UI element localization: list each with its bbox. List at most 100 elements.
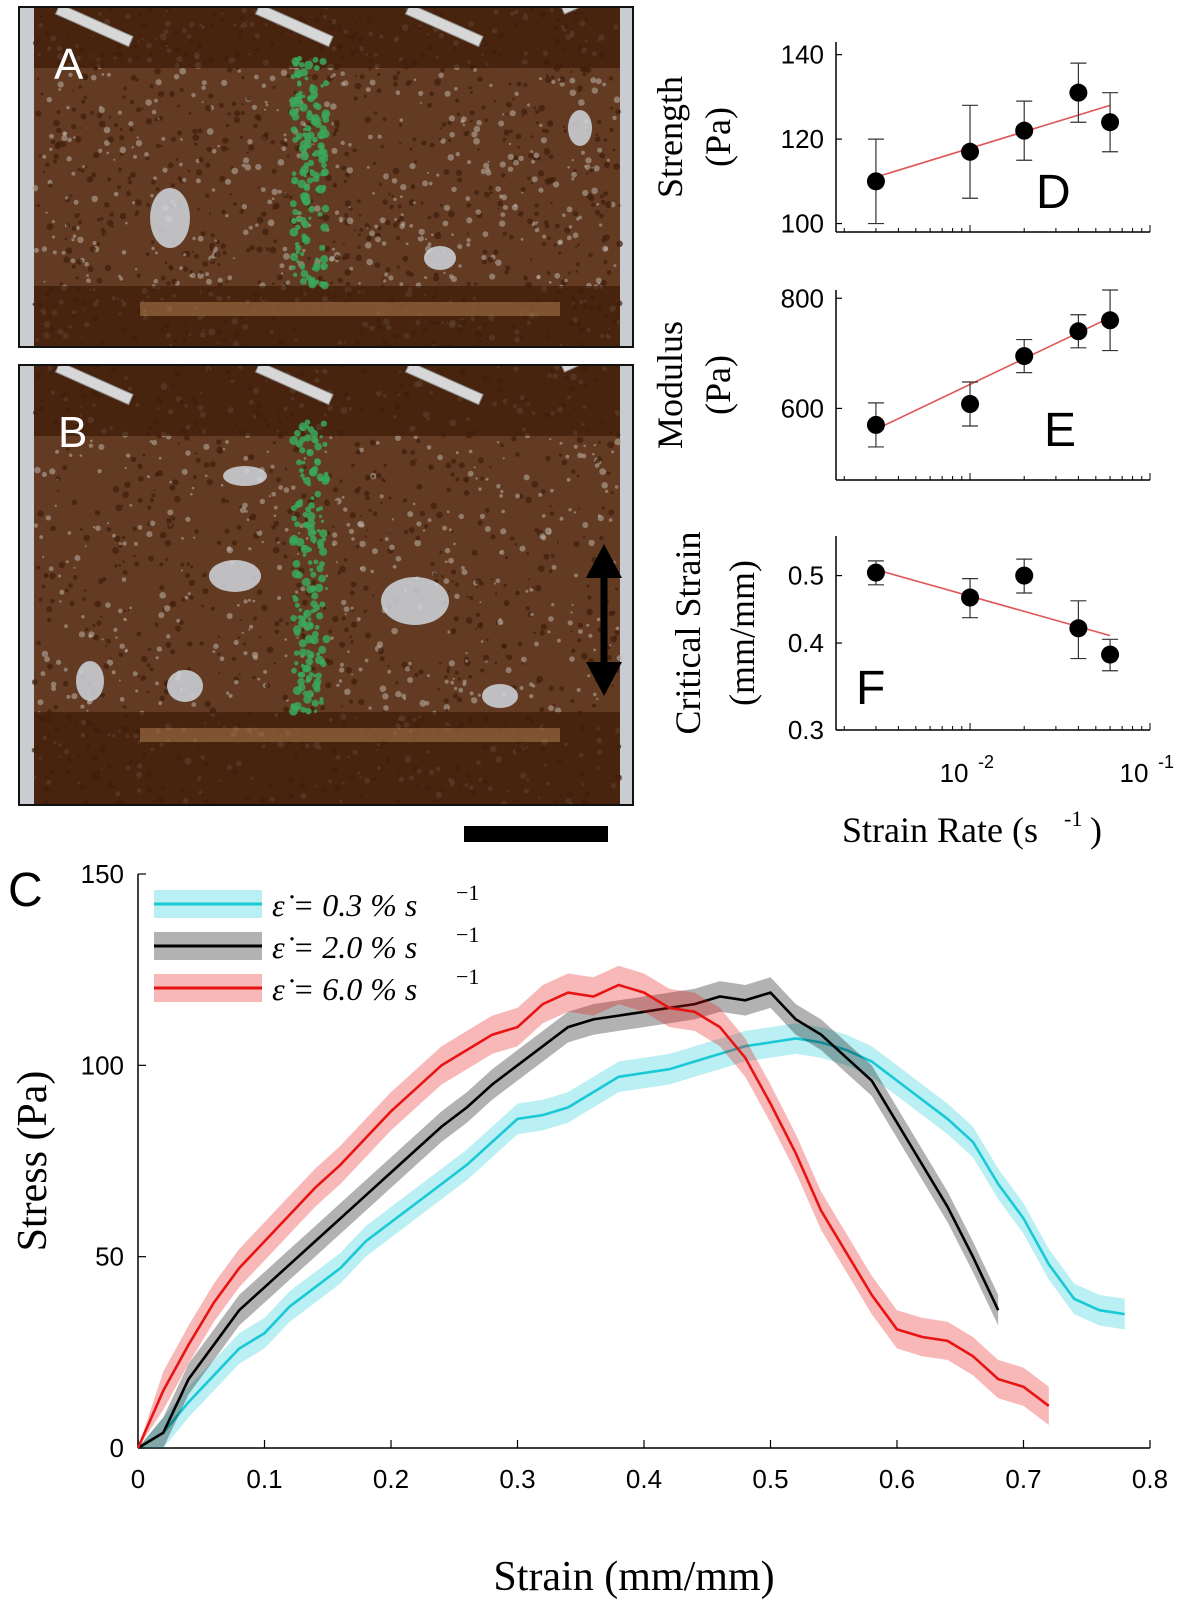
ant-speckle (391, 178, 398, 184)
green-dye-mark (296, 259, 300, 264)
green-dye-mark (319, 134, 324, 139)
ant-speckle (85, 165, 88, 168)
ant-speckle (61, 250, 66, 255)
panel-label-d: D (1036, 166, 1071, 219)
ant-speckle (593, 165, 600, 172)
y-tick-label: 600 (781, 393, 824, 423)
data-point (1101, 645, 1120, 664)
x-tick-label: 0 (131, 1464, 145, 1494)
green-dye-mark (321, 162, 327, 169)
ant-speckle (64, 237, 68, 241)
green-dye-mark (290, 126, 298, 134)
ant-speckle (531, 159, 536, 164)
ant-speckle (171, 183, 175, 188)
ant-speckle (267, 219, 275, 227)
ant-speckle (457, 177, 463, 183)
ant-speckle (99, 105, 103, 109)
ant-speckle (342, 80, 349, 87)
y-axis-label: Critical Strain (668, 532, 708, 735)
ant-speckle (563, 125, 566, 128)
ant-speckle (503, 129, 510, 136)
ant-speckle (612, 115, 617, 121)
ant-speckle (471, 131, 478, 138)
ant-speckle (56, 110, 61, 114)
y-tick-label: 100 (81, 1050, 124, 1080)
ant-speckle (36, 77, 40, 81)
ant-speckle (74, 213, 80, 219)
ant-speckle (222, 137, 229, 144)
green-dye-mark (292, 272, 298, 277)
ant-speckle (148, 647, 152, 652)
ant-speckle (501, 173, 506, 178)
ant-speckle (82, 75, 89, 81)
ant-speckle (131, 146, 134, 149)
ant-speckle (466, 238, 471, 243)
ant-speckle (586, 193, 593, 200)
ant-speckle (311, 74, 318, 81)
ant-speckle (515, 133, 522, 140)
ant-speckle (240, 111, 245, 115)
ant-speckle (449, 131, 456, 138)
ant-speckle (330, 75, 334, 79)
ant-speckle (440, 67, 445, 73)
ant-speckle (534, 211, 539, 217)
green-dye-mark (288, 108, 298, 117)
ant-speckle (58, 88, 62, 91)
ant-speckle (280, 272, 284, 275)
ant-speckle (558, 251, 562, 255)
ant-speckle (41, 246, 48, 252)
ant-speckle (354, 82, 362, 90)
ant-speckle (546, 120, 554, 127)
ant-speckle (443, 204, 451, 211)
ant-speckle (160, 275, 166, 281)
ant-speckle (366, 258, 374, 266)
ant-speckle (353, 229, 356, 232)
ant-speckle (603, 259, 608, 265)
ant-speckle (466, 217, 473, 224)
ant-speckle (48, 183, 53, 188)
ant-speckle (191, 93, 196, 98)
ant-speckle (170, 94, 173, 98)
ant-speckle (363, 94, 367, 98)
ant-speckle (332, 182, 338, 188)
ant-speckle (345, 281, 351, 287)
ant-speckle (119, 146, 127, 154)
ant-speckle (209, 247, 214, 252)
ant-speckle (531, 176, 538, 183)
x-tick-label: 10 (1120, 758, 1149, 788)
ant-speckle (83, 95, 87, 100)
ant-speckle (603, 191, 608, 197)
ant-speckle (52, 250, 57, 255)
ant-speckle (413, 78, 417, 81)
ant-speckle (344, 151, 350, 157)
ant-speckle (142, 453, 146, 457)
ant-speckle (254, 74, 259, 80)
green-dye-mark (291, 218, 297, 224)
data-point (866, 172, 885, 191)
ant-speckle (262, 228, 269, 236)
ant-speckle (194, 254, 199, 259)
photo-panel-a: A (18, 6, 634, 348)
ant-speckle (66, 247, 73, 254)
panel-label-a: A (54, 40, 84, 89)
ant-speckle (285, 280, 291, 286)
ant-speckle (106, 219, 114, 227)
ant-speckle (482, 259, 487, 265)
ant-speckle (119, 212, 127, 220)
ant-speckle (86, 709, 89, 712)
ant-speckle (525, 496, 532, 503)
ant-speckle (283, 138, 288, 142)
ant-speckle (257, 186, 260, 189)
ant-speckle (201, 85, 206, 91)
ant-speckle (439, 127, 442, 130)
ant-speckle (82, 165, 85, 168)
ant-speckle (93, 152, 100, 159)
ant-speckle (244, 164, 252, 171)
ant-speckle (296, 153, 302, 159)
ant-speckle (284, 638, 288, 641)
y-axis-label-unit: (Pa) (698, 355, 738, 415)
ant-speckle (348, 143, 352, 147)
x-tick-label: 0.2 (373, 1464, 409, 1494)
green-dye-mark (302, 94, 306, 99)
ant-speckle (247, 139, 253, 145)
